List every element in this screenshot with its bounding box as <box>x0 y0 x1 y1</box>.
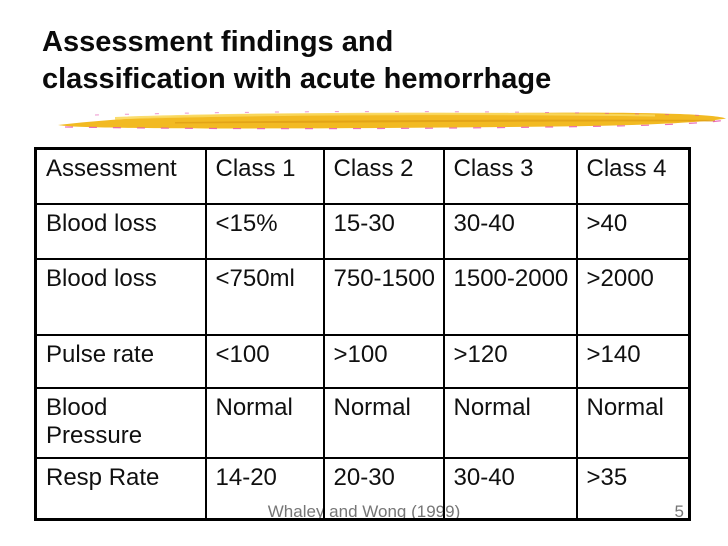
table-row-blood-pressure: Blood Pressure Normal Normal Normal Norm… <box>34 386 691 459</box>
row-label: Pulse rate <box>34 333 207 389</box>
table-row-pulse-rate: Pulse rate <100 >100 >120 >140 <box>34 333 691 389</box>
table-cell: 15-30 <box>322 202 445 260</box>
table-cell: <100 <box>204 333 325 389</box>
row-label: Blood loss <box>34 257 207 336</box>
table-row-blood-loss-percent: Blood loss <15% 15-30 30-40 >40 <box>34 202 691 260</box>
table-cell: 14-20 <box>204 456 325 521</box>
table-cell: Normal <box>575 386 691 459</box>
table-cell: >140 <box>575 333 691 389</box>
table-cell: Normal <box>204 386 325 459</box>
row-label: Resp Rate <box>34 456 207 521</box>
table-row-blood-loss-ml: Blood loss <750ml 750-1500 1500-2000 >20… <box>34 257 691 336</box>
row-label: Blood loss <box>34 202 207 260</box>
table-cell: >2000 <box>575 257 691 336</box>
header-class-2: Class 2 <box>322 147 445 205</box>
header-class-3: Class 3 <box>442 147 578 205</box>
table-cell: <15% <box>204 202 325 260</box>
table-header-row: Assessment Class 1 Class 2 Class 3 Class… <box>34 147 691 205</box>
table-cell: >35 <box>575 456 691 521</box>
table-cell: 20-30 <box>322 456 445 521</box>
header-assessment: Assessment <box>34 147 207 205</box>
table-cell: >120 <box>442 333 578 389</box>
title-line-1: Assessment findings and <box>42 26 394 58</box>
table-cell: 30-40 <box>442 456 578 521</box>
table-cell: >100 <box>322 333 445 389</box>
row-label: Blood Pressure <box>34 386 207 459</box>
table-cell: 1500-2000 <box>442 257 578 336</box>
header-class-4: Class 4 <box>575 147 691 205</box>
table-cell: 750-1500 <box>322 257 445 336</box>
table-cell: <750ml <box>204 257 325 336</box>
title-line-2: classification with acute hemorrhage <box>42 63 552 95</box>
table-cell: >40 <box>575 202 691 260</box>
slide-title: Assessment findings and classification w… <box>42 24 682 98</box>
table-cell: 30-40 <box>442 202 578 260</box>
table-row-resp-rate: Resp Rate 14-20 20-30 30-40 >35 <box>34 456 691 521</box>
yellow-brush-stroke <box>58 111 727 130</box>
table-cell: Normal <box>322 386 445 459</box>
assessment-table: Assessment Class 1 Class 2 Class 3 Class… <box>34 147 691 521</box>
table-cell: Normal <box>442 386 578 459</box>
header-class-1: Class 1 <box>204 147 325 205</box>
